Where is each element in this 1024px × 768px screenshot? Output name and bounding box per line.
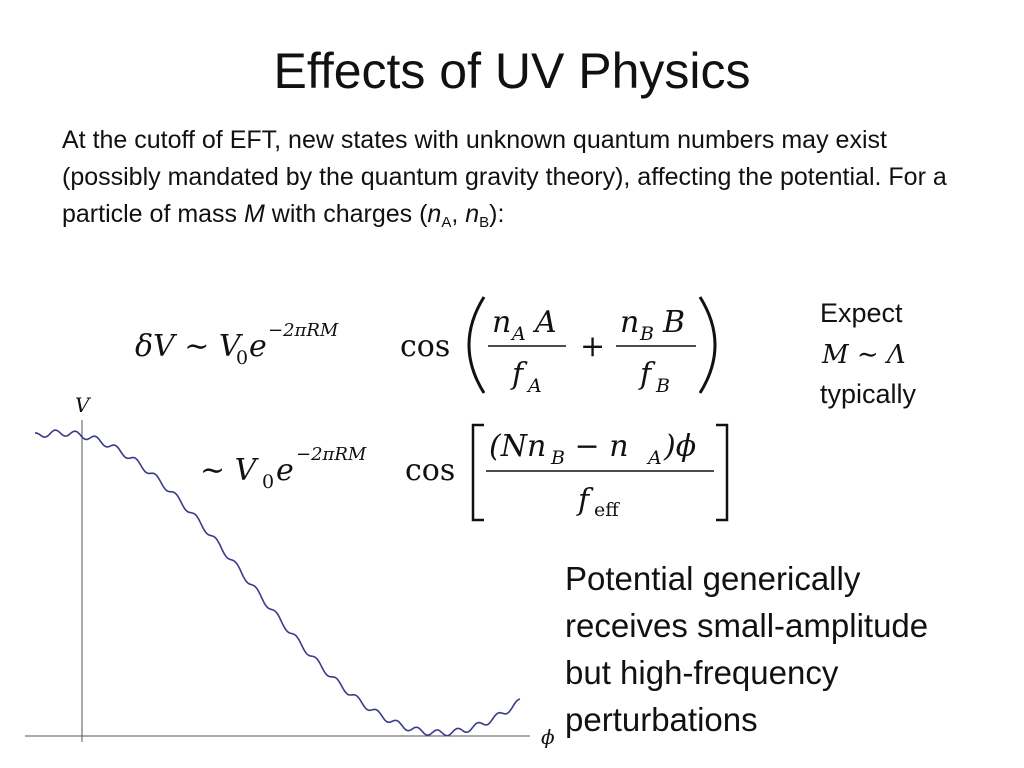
eq-text: B: [662, 305, 685, 340]
eq-text: e: [249, 329, 267, 364]
eq-sub: 0: [236, 347, 248, 369]
intro-text: ):: [489, 200, 505, 228]
intro-sub: A: [441, 214, 452, 231]
caption: Potential generically receives small-amp…: [565, 560, 928, 738]
expect-math: M ∼ Λ: [821, 340, 906, 370]
eq-sub: B: [655, 375, 670, 397]
equation-1: δV ∼ V 0 e −2πRM cos n A A f A + n B B f…: [135, 296, 717, 397]
intro-math: M: [244, 200, 265, 228]
eq-text: A: [532, 305, 557, 340]
paren: [467, 296, 486, 394]
intro-math: n: [465, 200, 480, 228]
eq-text: n: [620, 305, 639, 340]
intro-text: with charges (: [264, 200, 428, 228]
bracket: [716, 423, 729, 522]
potential-plot: V ϕ: [25, 393, 555, 749]
caption-line: Potential generically: [565, 560, 861, 597]
paren: [698, 296, 717, 394]
eq-text: − n: [565, 429, 629, 464]
caption-line: perturbations: [565, 701, 758, 738]
eq-text: f: [638, 357, 656, 392]
eq-func: cos: [405, 453, 455, 488]
potential-curve: [34, 429, 521, 737]
eq-sub: eff: [594, 499, 620, 521]
eq-text: f: [510, 357, 528, 392]
intro-sub: B: [479, 214, 490, 231]
eq-sub: A: [510, 323, 526, 345]
intro-text: At the cutoff of EFT, new states with un…: [62, 126, 947, 228]
eq-text: e: [276, 453, 294, 488]
eq-sub: B: [639, 323, 654, 345]
eq-text: ∼ V: [200, 453, 260, 488]
expect-text: Expect: [820, 298, 903, 328]
eq-sub: A: [646, 447, 662, 469]
eq-text: (Nn: [489, 429, 546, 464]
eq-sub: B: [550, 447, 565, 469]
equation-2: ∼ V 0 e −2πRM cos (Nn B − n A )ϕ f eff: [200, 423, 729, 522]
axis-label: V: [75, 393, 92, 417]
eq-sup: −2πRM: [268, 320, 339, 341]
title: Effects of UV Physics: [273, 43, 750, 99]
eq-text: n: [492, 305, 511, 340]
expect-text: typically: [820, 379, 917, 409]
caption-line: receives small-amplitude: [565, 607, 928, 644]
eq-func: cos: [400, 329, 450, 364]
axis-label: ϕ: [541, 725, 555, 749]
intro-math: n: [427, 200, 442, 228]
bracket: [471, 423, 484, 522]
eq-op: +: [580, 329, 605, 364]
intro-paragraph: At the cutoff of EFT, new states with un…: [62, 122, 962, 241]
caption-line: but high-frequency: [565, 654, 839, 691]
eq-sub: 0: [262, 471, 274, 493]
eq-text: δV ∼ V: [135, 329, 244, 364]
intro-text: ,: [451, 200, 466, 228]
eq-text: )ϕ: [663, 429, 696, 464]
eq-text: f: [576, 483, 594, 518]
eq-sup: −2πRM: [296, 444, 367, 465]
eq-sub: A: [526, 375, 542, 397]
